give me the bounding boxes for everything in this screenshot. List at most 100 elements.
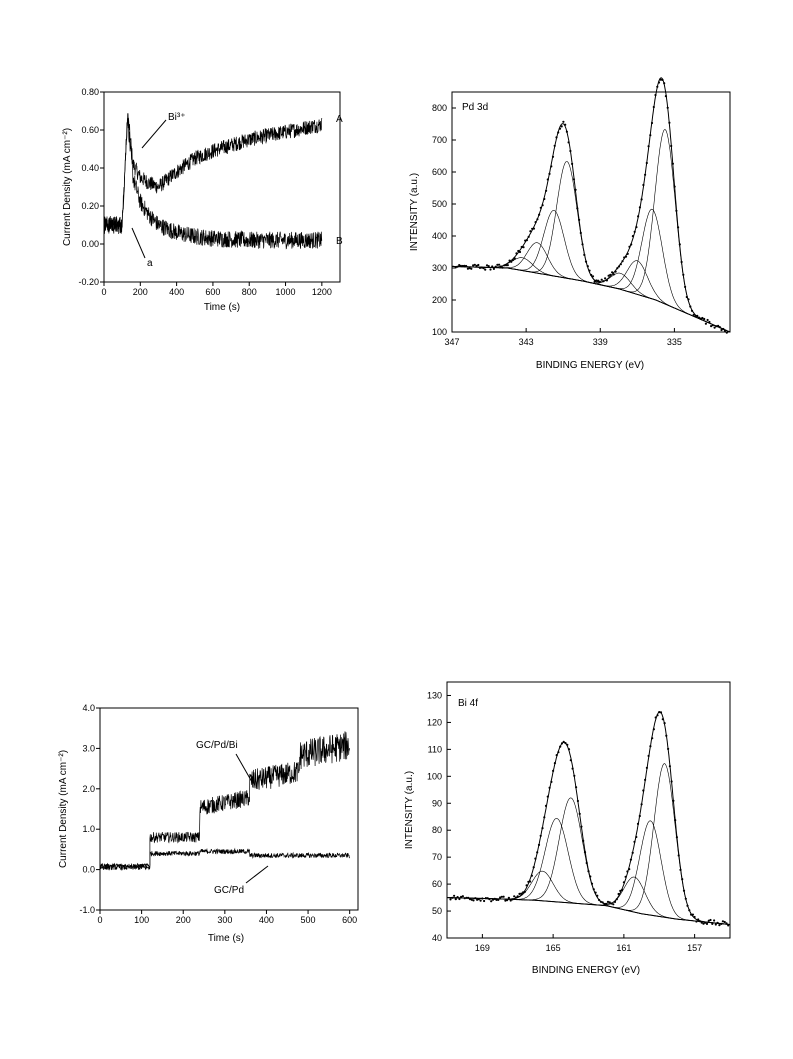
bi-data-point [552, 769, 555, 773]
bi-ytick-label: 120 [427, 717, 442, 727]
pd-data-point [663, 82, 666, 85]
ca-arrow-a [131, 227, 146, 259]
pd-data-point [586, 265, 589, 268]
pd-data-point [673, 185, 676, 188]
bi-data-point [626, 870, 629, 873]
steps-ylabel: Current Density (mA cm⁻²) [58, 750, 69, 868]
ca-xtick-label: 1000 [276, 287, 296, 297]
pd-ytick-label: 700 [432, 135, 447, 145]
bi-data-point [605, 902, 608, 905]
steps-xtick-label: 600 [342, 915, 357, 925]
pd-ytick-label: 100 [432, 327, 447, 337]
bi-data-point [682, 889, 686, 892]
pd-data-point [565, 130, 569, 133]
steps-arrow-pd [245, 865, 269, 884]
bi-data-point [670, 780, 673, 783]
ca-xtick-label: 600 [205, 287, 220, 297]
bi-data-point [580, 825, 583, 828]
bi-data-point [674, 819, 677, 822]
bi-data-point [587, 870, 590, 873]
pd-peak-component [452, 260, 731, 333]
bi-peak-component [447, 870, 730, 925]
bi-data-point [654, 716, 657, 719]
pd-data-point [529, 230, 532, 233]
bi-data-point [506, 899, 509, 902]
bi-data-point [481, 897, 484, 900]
pd-data-point [555, 136, 558, 139]
bi-peak-component [447, 763, 730, 925]
pd-data-point [685, 295, 688, 299]
pd-data-point [687, 298, 690, 301]
pd-data-point [517, 249, 520, 253]
bi-data-point [569, 759, 572, 762]
bi-data-point [635, 835, 638, 839]
pd-ytick-label: 500 [432, 199, 447, 209]
bi-ytick-label: 40 [432, 933, 442, 943]
ca-series-b [103, 113, 323, 250]
bi-data-point [603, 903, 606, 906]
bi-xtick-label: 161 [616, 943, 631, 953]
bi-ytick-label: 50 [432, 906, 442, 916]
pd-data-point [623, 256, 626, 259]
bi-data-point [500, 895, 503, 898]
bi-data-point [502, 895, 505, 898]
bi-data-point [562, 740, 565, 744]
bi-data-point [629, 858, 633, 861]
pd-data-point [571, 162, 574, 165]
bi-ylabel: INTENSITY (a.u.) [404, 771, 415, 849]
pd-data-point [550, 165, 553, 168]
pd-data-point [485, 264, 489, 267]
pd-data-point [699, 317, 702, 320]
bi-data-point [530, 874, 534, 877]
pd-data-point [697, 316, 701, 319]
bi-data-point [718, 924, 721, 927]
pd-data-point [713, 326, 716, 329]
pd-data-point [584, 260, 588, 263]
bi-data-point [525, 884, 528, 887]
bi-data-point [656, 714, 659, 717]
bi-data-point [592, 888, 595, 891]
bi-xlabel: BINDING ENERGY (eV) [532, 965, 640, 976]
bi-data-point [711, 922, 714, 926]
pd-data-point [576, 207, 579, 210]
pd-xtick-label: 343 [519, 337, 534, 347]
steps-series-gc-pd [99, 847, 350, 872]
pd-frame [451, 91, 731, 333]
steps-ytick-label: 4.0 [82, 703, 95, 713]
bi-data-point [727, 924, 730, 927]
pd-data-point [459, 264, 462, 267]
bi-data-point [472, 899, 475, 902]
pd-data-point [491, 265, 494, 268]
pd-data-point [593, 280, 596, 283]
bi-data-point [672, 799, 675, 802]
pd-data-point [496, 263, 499, 266]
pd-data-point [725, 331, 728, 334]
bi-data-point [559, 745, 562, 748]
bi-data-point [465, 896, 468, 899]
steps-annotation-bi: GC/Pd/Bi [196, 740, 238, 751]
pd-data-point [659, 78, 662, 81]
ca-xtick-label: 0 [101, 287, 106, 297]
bi-data-point [504, 899, 507, 902]
pd-data-point [624, 255, 628, 258]
bi-data-point [550, 780, 553, 784]
pd-data-point [612, 273, 615, 276]
pd-data-point [478, 266, 482, 269]
pd-data-point [508, 259, 511, 262]
pd-data-point [492, 267, 495, 270]
bi-data-point [589, 875, 592, 878]
pd-data-point [458, 264, 461, 267]
bi-data-point [488, 898, 491, 901]
pd-data-point [600, 278, 603, 281]
bi-frame [446, 681, 731, 939]
pd-data-point [710, 325, 713, 328]
bi-data-point [534, 857, 537, 860]
ca-ytick-label: 0.80 [81, 87, 99, 97]
bi-title: Bi 4f [458, 698, 478, 709]
bi-data-point [520, 892, 523, 895]
ca-ylabel: Current Density (mA cm⁻²) [62, 128, 73, 246]
pd-data-point [649, 134, 652, 137]
bi-data-point [537, 843, 541, 847]
bi-data-point [541, 827, 544, 830]
bi-xtick-label: 165 [546, 943, 561, 953]
